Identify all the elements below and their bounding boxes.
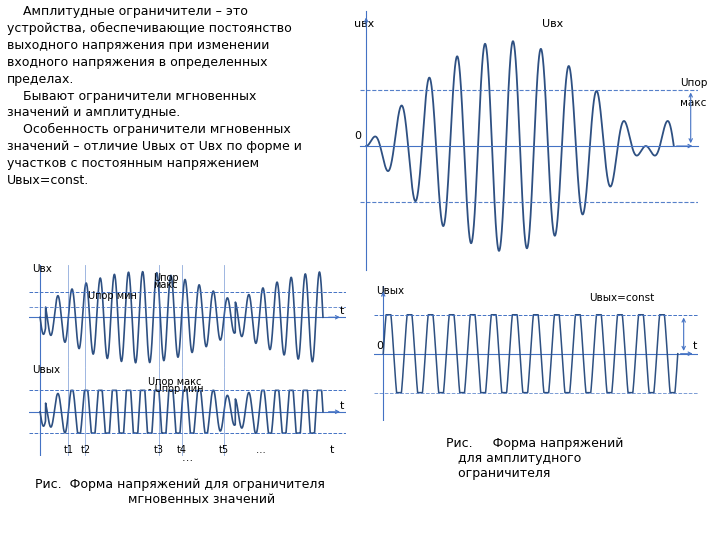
Text: Uпор мин: Uпор мин (88, 291, 137, 301)
Text: макс: макс (680, 98, 706, 108)
Text: Uпор: Uпор (153, 273, 179, 284)
Text: t3: t3 (154, 445, 164, 455)
Text: t2: t2 (81, 445, 91, 455)
Text: Амплитудные ограничители – это
устройства, обеспечивающие постоянство
выходного : Амплитудные ограничители – это устройств… (7, 5, 302, 187)
Text: Рис.     Форма напряжений
   для амплитудного
   ограничителя: Рис. Форма напряжений для амплитудного о… (446, 437, 624, 480)
Text: t: t (340, 306, 344, 316)
Text: 0: 0 (354, 131, 361, 140)
Text: Uпор: Uпор (680, 78, 707, 88)
Text: Uвых: Uвых (32, 365, 60, 375)
Text: t: t (340, 401, 344, 411)
Text: Uпор макс: Uпор макс (148, 377, 201, 387)
Text: uвх: uвх (354, 19, 374, 29)
Text: - Uпор мин: - Uпор мин (148, 383, 203, 394)
Text: t4: t4 (176, 445, 186, 455)
Text: t1: t1 (63, 445, 73, 455)
Text: Uвх: Uвх (32, 264, 52, 274)
Text: 0: 0 (376, 341, 383, 350)
Text: …: … (181, 453, 193, 463)
Text: t: t (329, 445, 333, 455)
Text: Uвх: Uвх (541, 19, 563, 29)
Text: …: … (256, 445, 266, 455)
Text: Uвых=const: Uвых=const (590, 293, 654, 303)
Text: t: t (693, 341, 697, 350)
Text: макс: макс (153, 280, 178, 291)
Text: Рис.  Форма напряжений для ограничителя
           мгновенных значений: Рис. Форма напряжений для ограничителя м… (35, 478, 325, 506)
Text: Uвых: Uвых (376, 286, 404, 296)
Text: t5: t5 (219, 445, 229, 455)
